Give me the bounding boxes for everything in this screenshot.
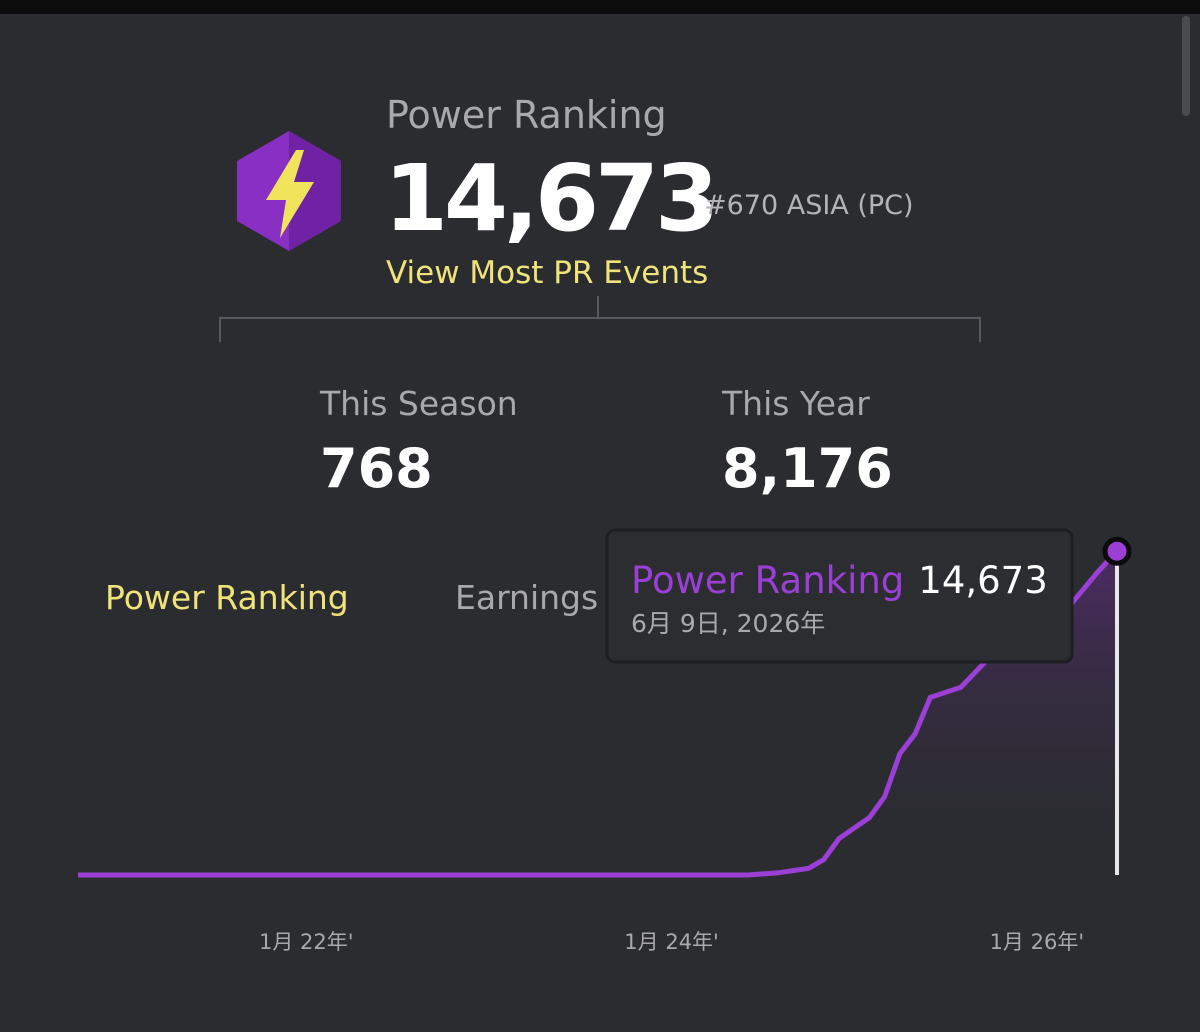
area: [78, 551, 1117, 875]
x-tick-label: 1月 26年': [990, 930, 1085, 954]
scrollbar: [1182, 16, 1190, 116]
stat-label: This Season: [319, 384, 518, 423]
pr-rank: #670 ASIA (PC): [704, 190, 914, 221]
tooltip: Power Ranking 14,673 6月 9日, 2026年: [605, 528, 1074, 664]
stat-value: 8,176: [722, 437, 893, 500]
pr-value: 14,673: [384, 145, 715, 252]
tab[interactable]: Power Ranking: [105, 578, 349, 617]
top-bar: [0, 0, 1200, 14]
tooltip-date: 6月 9日, 2026年: [631, 609, 825, 638]
chart: 1月 22年' 1月 24年' 1月 26年' Power Ranking 14,673…: [78, 528, 1132, 954]
tooltip-series: Power Ranking: [631, 559, 904, 602]
stat-value: 768: [320, 437, 433, 500]
x-tick-label: 1月 22年': [259, 930, 354, 954]
bracket: [219, 296, 981, 342]
view-events-link[interactable]: View Most PR Events: [386, 255, 708, 291]
x-tick-label: 1月 24年': [624, 930, 719, 954]
pr-icon: [237, 131, 341, 251]
tab[interactable]: Earnings: [455, 578, 598, 617]
tooltip-box: [605, 528, 1074, 664]
stat-label: This Year: [721, 384, 870, 423]
point: [1102, 536, 1132, 566]
tooltip-value: 14,673: [918, 559, 1047, 602]
pr-label: Power Ranking: [386, 93, 667, 137]
